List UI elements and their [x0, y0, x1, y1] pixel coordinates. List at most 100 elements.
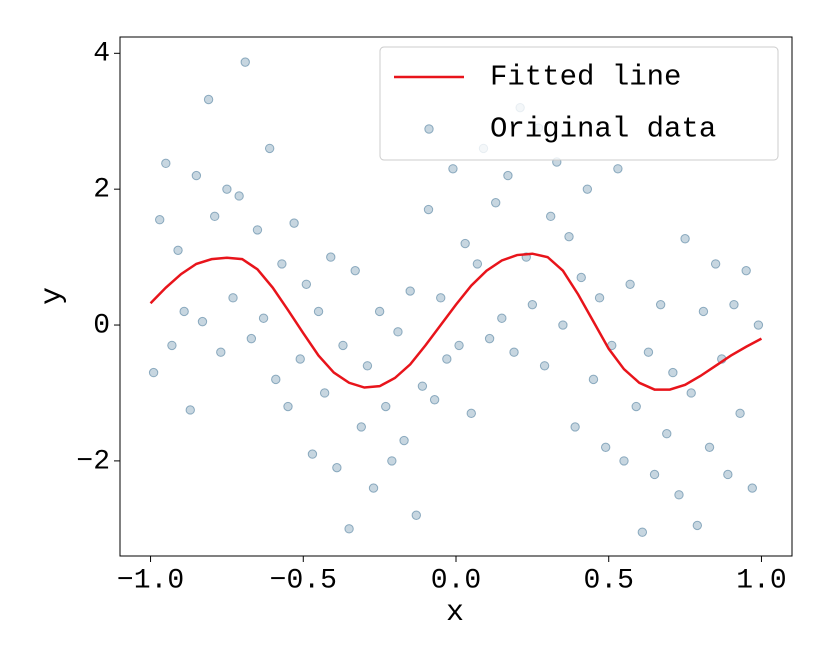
- data-point: [319, 388, 330, 398]
- data-point: [698, 306, 709, 317]
- x-tick-label: 0.0: [431, 565, 481, 596]
- data-point: [692, 520, 703, 531]
- data-point: [179, 306, 189, 317]
- data-point: [423, 204, 434, 215]
- data-point: [161, 158, 171, 169]
- data-point: [264, 143, 275, 154]
- data-point: [741, 265, 751, 276]
- data-point: [209, 211, 220, 222]
- y-tick-label: 0: [93, 310, 110, 341]
- data-point: [686, 388, 696, 398]
- data-point: [576, 272, 586, 283]
- data-point: [503, 170, 513, 181]
- data-point: [643, 347, 654, 357]
- data-point: [460, 238, 470, 249]
- data-point: [252, 225, 263, 235]
- data-point: [271, 374, 281, 385]
- data-point: [234, 191, 244, 201]
- x-tick-label: 0.5: [584, 565, 634, 596]
- data-point: [289, 218, 299, 228]
- data-point: [381, 401, 391, 412]
- data-point: [539, 361, 550, 371]
- data-point: [484, 333, 495, 344]
- legend-box: [379, 46, 779, 161]
- data-point: [338, 340, 348, 351]
- data-point: [344, 524, 354, 534]
- data-point: [368, 483, 379, 493]
- data-point: [558, 320, 568, 330]
- data-point: [277, 259, 287, 269]
- data-point: [619, 456, 629, 466]
- data-point: [295, 354, 305, 364]
- data-point: [216, 347, 226, 357]
- data-point: [735, 408, 745, 419]
- data-point: [723, 469, 733, 480]
- y-axis-label: y: [36, 287, 70, 305]
- data-point: [564, 232, 574, 242]
- data-point: [167, 340, 177, 351]
- data-point: [588, 374, 599, 385]
- data-point: [631, 401, 641, 412]
- data-point: [148, 367, 159, 378]
- data-point: [704, 442, 715, 453]
- x-tick-label: 1.0: [736, 565, 786, 596]
- data-point: [729, 299, 739, 310]
- y-tick-label: −2: [76, 446, 110, 477]
- data-point: [185, 405, 195, 415]
- data-point: [258, 313, 269, 323]
- data-point: [332, 462, 342, 473]
- data-point: [674, 490, 684, 500]
- data-point: [710, 259, 721, 269]
- data-point: [497, 313, 507, 323]
- data-point: [222, 184, 232, 194]
- data-point: [240, 57, 250, 67]
- data-point: [466, 408, 476, 419]
- data-point: [570, 422, 580, 432]
- data-point: [680, 234, 690, 244]
- x-tick-label: −1.0: [117, 565, 184, 596]
- data-point: [662, 429, 672, 439]
- data-point: [417, 381, 428, 391]
- data-point: [405, 286, 415, 296]
- data-point: [753, 320, 764, 330]
- data-point: [399, 435, 409, 446]
- data-point: [155, 215, 165, 225]
- data-point: [613, 164, 623, 174]
- data-point: [472, 259, 483, 269]
- data-point: [197, 316, 208, 327]
- data-point: [313, 306, 324, 317]
- data-point: [491, 198, 501, 208]
- data-point: [350, 265, 360, 276]
- data-point: [527, 299, 538, 310]
- data-point: [326, 252, 336, 262]
- data-point: [307, 449, 318, 459]
- data-point: [454, 340, 464, 351]
- data-point: [203, 94, 214, 105]
- data-point: [668, 367, 678, 378]
- data-point: [509, 347, 519, 357]
- data-point: [246, 333, 257, 344]
- data-point: [173, 245, 183, 256]
- data-point: [356, 422, 367, 432]
- x-axis-label: x: [446, 596, 464, 630]
- data-point: [301, 279, 312, 289]
- y-tick-label: 4: [93, 39, 110, 70]
- data-point: [649, 469, 660, 480]
- data-point: [582, 184, 593, 194]
- data-point: [191, 170, 202, 181]
- legend-label: Original data: [490, 113, 716, 146]
- legend-marker: [424, 124, 434, 134]
- data-point: [625, 279, 635, 289]
- legend-label: Fitted line: [490, 61, 681, 94]
- data-point: [387, 456, 397, 466]
- data-point: [600, 442, 611, 453]
- fitted-line: [149, 252, 763, 391]
- data-point: [545, 211, 556, 222]
- data-point: [436, 293, 446, 303]
- data-point: [594, 293, 605, 303]
- data-point: [429, 395, 440, 405]
- data-point: [655, 299, 666, 310]
- y-tick-label: 2: [93, 175, 110, 206]
- data-point: [374, 306, 385, 317]
